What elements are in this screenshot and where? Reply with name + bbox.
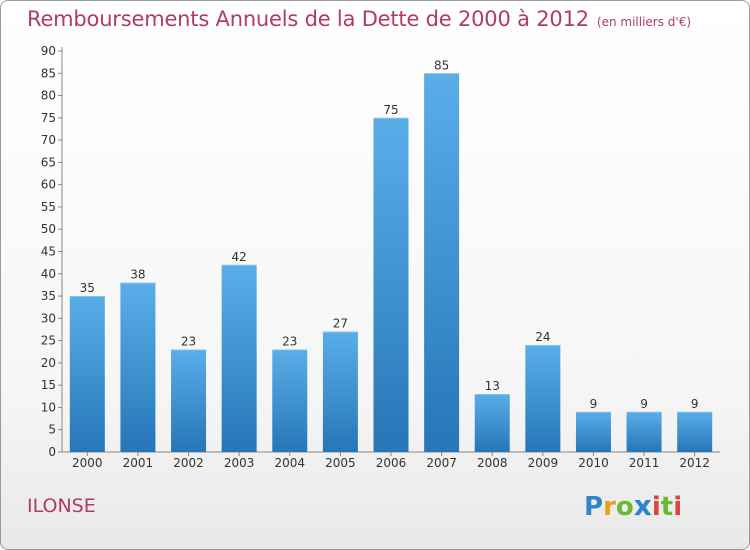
y-tick-label: 30 bbox=[41, 311, 56, 325]
commune-name: ILONSE bbox=[27, 495, 96, 517]
x-tick-label: 2006 bbox=[376, 456, 407, 470]
logo-letter: i bbox=[673, 492, 683, 522]
bar bbox=[677, 411, 713, 452]
logo-letter: r bbox=[603, 492, 616, 522]
x-tick-label: 2003 bbox=[224, 456, 255, 470]
x-tick-label: 2010 bbox=[578, 456, 609, 470]
data-label: 42 bbox=[232, 250, 247, 264]
data-label: 13 bbox=[485, 379, 500, 393]
x-tick-label: 2002 bbox=[173, 456, 204, 470]
y-tick-label: 10 bbox=[41, 400, 56, 414]
y-tick-label: 40 bbox=[41, 267, 56, 281]
y-tick-label: 70 bbox=[41, 133, 56, 147]
bar bbox=[474, 394, 510, 452]
y-tick-label: 20 bbox=[41, 356, 56, 370]
logo-letter: x bbox=[633, 489, 652, 522]
x-tick-label: 2000 bbox=[72, 456, 103, 470]
bar bbox=[575, 411, 611, 452]
data-label: 85 bbox=[434, 58, 449, 72]
bar bbox=[272, 349, 308, 452]
y-tick-label: 50 bbox=[41, 222, 56, 236]
y-tick-label: 5 bbox=[48, 423, 56, 437]
data-label: 27 bbox=[333, 317, 348, 331]
y-tick-label: 15 bbox=[41, 378, 56, 392]
y-tick-label: 0 bbox=[48, 445, 56, 459]
data-label: 23 bbox=[181, 335, 196, 349]
logo-letter: i bbox=[651, 492, 661, 522]
data-label: 9 bbox=[590, 397, 598, 411]
y-tick-label: 80 bbox=[41, 89, 56, 103]
data-label: 75 bbox=[383, 103, 398, 117]
bar bbox=[322, 331, 358, 452]
bar bbox=[120, 282, 156, 452]
data-label: 35 bbox=[80, 281, 95, 295]
x-tick-label: 2004 bbox=[274, 456, 305, 470]
y-tick-label: 45 bbox=[41, 245, 56, 259]
x-tick-label: 2009 bbox=[528, 456, 559, 470]
x-tick-label: 2005 bbox=[325, 456, 356, 470]
chart-subtitle: (en milliers d'€) bbox=[596, 15, 692, 29]
y-tick-label: 90 bbox=[41, 44, 56, 58]
bar bbox=[221, 264, 257, 452]
data-label: 24 bbox=[535, 330, 550, 344]
x-tick-label: 2011 bbox=[629, 456, 660, 470]
x-tick-label: 2012 bbox=[679, 456, 710, 470]
data-label: 9 bbox=[640, 397, 648, 411]
chart-labels: 35 38 23 42 23 27 75 85 13 24 9 9 9 bbox=[80, 58, 699, 411]
data-label: 23 bbox=[282, 335, 297, 349]
chart-bars bbox=[69, 73, 713, 453]
y-tick-label: 25 bbox=[41, 334, 56, 348]
bar bbox=[171, 349, 207, 452]
data-label: 9 bbox=[691, 397, 699, 411]
chart-title-text: Remboursements Annuels de la Dette de 20… bbox=[27, 7, 589, 31]
chart-axes: 0 5 10 15 20 25 30 35 40 45 50 55 60 65 70 75 80 85 90 2000… bbox=[41, 44, 720, 470]
chart-title: Remboursements Annuels de la Dette de 20… bbox=[27, 7, 691, 31]
data-label: 38 bbox=[130, 268, 145, 282]
bar bbox=[69, 296, 105, 452]
y-tick-label: 60 bbox=[41, 178, 56, 192]
x-tick-label: 2001 bbox=[123, 456, 154, 470]
bar bbox=[626, 411, 662, 452]
logo-letter: o bbox=[615, 492, 634, 522]
y-tick-label: 65 bbox=[41, 155, 56, 169]
proxiti-logo: Proxiti bbox=[584, 489, 682, 522]
logo-letter: t bbox=[660, 492, 674, 522]
x-tick-label: 2008 bbox=[477, 456, 508, 470]
bar bbox=[424, 73, 460, 453]
y-tick-label: 75 bbox=[41, 111, 56, 125]
logo-letter: P bbox=[584, 492, 604, 522]
y-tick-label: 55 bbox=[41, 200, 56, 214]
x-tick-label: 2007 bbox=[426, 456, 457, 470]
bar bbox=[373, 117, 409, 452]
y-tick-label: 85 bbox=[41, 66, 56, 80]
y-tick-label: 35 bbox=[41, 289, 56, 303]
bar bbox=[525, 345, 561, 452]
